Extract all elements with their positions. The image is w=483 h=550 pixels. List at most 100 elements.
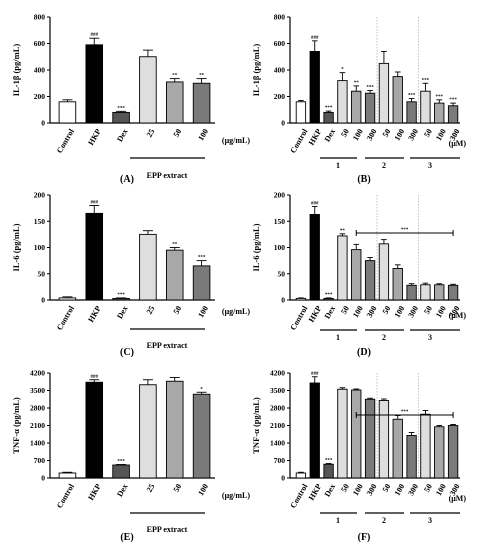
category-label: 50	[339, 304, 351, 315]
bar	[58, 101, 77, 124]
y-tick-label: 200	[34, 191, 46, 200]
category-label: Dex	[323, 127, 337, 143]
category-label: 300	[365, 482, 379, 497]
bracket-label: ***	[401, 410, 409, 415]
significance-label: ***	[449, 98, 457, 103]
y-tick-label: 1400	[30, 439, 45, 448]
bar	[434, 426, 445, 479]
category-label: 25	[145, 482, 157, 493]
bar	[351, 90, 362, 124]
category-label: 300	[406, 127, 420, 142]
bar	[378, 400, 390, 479]
bar	[58, 472, 77, 479]
category-label: 100	[351, 127, 365, 142]
bar	[165, 249, 184, 301]
bar	[309, 213, 320, 301]
significance-label: *	[200, 387, 203, 392]
significance-label: ***	[117, 106, 125, 111]
bar	[165, 380, 184, 479]
bar	[378, 243, 390, 301]
bar	[139, 56, 157, 124]
y-tick-label: 2100	[270, 421, 285, 430]
category-label: 50	[381, 482, 393, 493]
bar	[85, 44, 104, 124]
y-tick-label: 4200	[270, 369, 285, 378]
bar	[364, 398, 376, 479]
bar	[406, 284, 417, 301]
y-tick-label: 700	[274, 456, 286, 465]
category-label: HKP	[86, 482, 103, 502]
y-tick-label: 2800	[270, 404, 285, 413]
bar	[337, 388, 348, 479]
bar	[392, 418, 403, 479]
bar	[309, 51, 320, 124]
significance-label: *	[341, 68, 344, 73]
y-tick-label: 400	[34, 66, 46, 75]
significance-label: ***	[325, 293, 333, 298]
bar	[323, 111, 334, 124]
y-tick-label: 200	[34, 92, 46, 101]
panel-label: (F)	[358, 532, 371, 543]
category-label: 300	[406, 304, 420, 319]
group-label: 2	[382, 333, 386, 342]
category-label: Dex	[115, 127, 129, 143]
unit-label: (μM)	[449, 311, 467, 320]
category-label: HKP	[307, 304, 324, 324]
significance-label: ***	[366, 86, 374, 91]
bar	[192, 265, 211, 301]
bar	[434, 284, 445, 301]
panel-label: (A)	[120, 174, 134, 185]
group-label: 2	[382, 161, 386, 170]
y-axis-label: IL-1β (pg/mL)	[251, 44, 261, 97]
category-label: 100	[196, 482, 210, 497]
y-tick-label: 100	[34, 243, 46, 252]
y-tick-label: 100	[274, 243, 286, 252]
unit-label: (μM)	[449, 494, 467, 503]
bar	[447, 105, 459, 124]
bar	[85, 381, 104, 479]
bar	[139, 233, 157, 301]
bar	[112, 297, 130, 301]
bar	[406, 101, 417, 124]
category-label: 50	[422, 482, 434, 493]
category-label: 50	[339, 482, 351, 493]
bar	[447, 425, 459, 479]
y-tick-label: 3500	[30, 386, 45, 395]
y-tick-label: 0	[41, 474, 45, 483]
group-label: 3	[428, 516, 432, 525]
category-label: 100	[434, 482, 448, 497]
y-tick-label: 150	[274, 217, 286, 226]
y-tick-label: 3500	[270, 386, 285, 395]
category-label: 100	[434, 127, 448, 142]
y-axis-label: TNF-α (pg/mL)	[251, 397, 261, 454]
bar	[406, 435, 417, 479]
y-tick-label: 0	[281, 119, 285, 128]
panel-label: (E)	[120, 532, 133, 543]
bar	[420, 413, 431, 479]
category-label: HKP	[86, 127, 103, 147]
unit-label: (μg/mL)	[222, 307, 250, 316]
category-label: Dex	[115, 482, 129, 498]
y-tick-label: 50	[278, 269, 286, 278]
category-label: HKP	[307, 482, 324, 502]
bar	[420, 284, 431, 301]
group-label: 1	[336, 516, 340, 525]
significance-label: ***	[198, 256, 206, 261]
significance-label: ###	[91, 375, 99, 380]
y-tick-label: 200	[274, 92, 286, 101]
unit-label: (μg/mL)	[222, 136, 250, 145]
panel-label: (C)	[120, 347, 134, 358]
y-tick-label: 400	[274, 66, 286, 75]
category-label: 100	[351, 304, 365, 319]
category-label: HKP	[86, 304, 103, 324]
category-label: 50	[381, 127, 393, 138]
category-label: 50	[172, 127, 184, 138]
bar	[337, 235, 348, 301]
category-label: 50	[422, 127, 434, 138]
category-label: Dex	[115, 304, 129, 320]
bar	[420, 90, 431, 124]
significance-label: ###	[91, 33, 99, 38]
